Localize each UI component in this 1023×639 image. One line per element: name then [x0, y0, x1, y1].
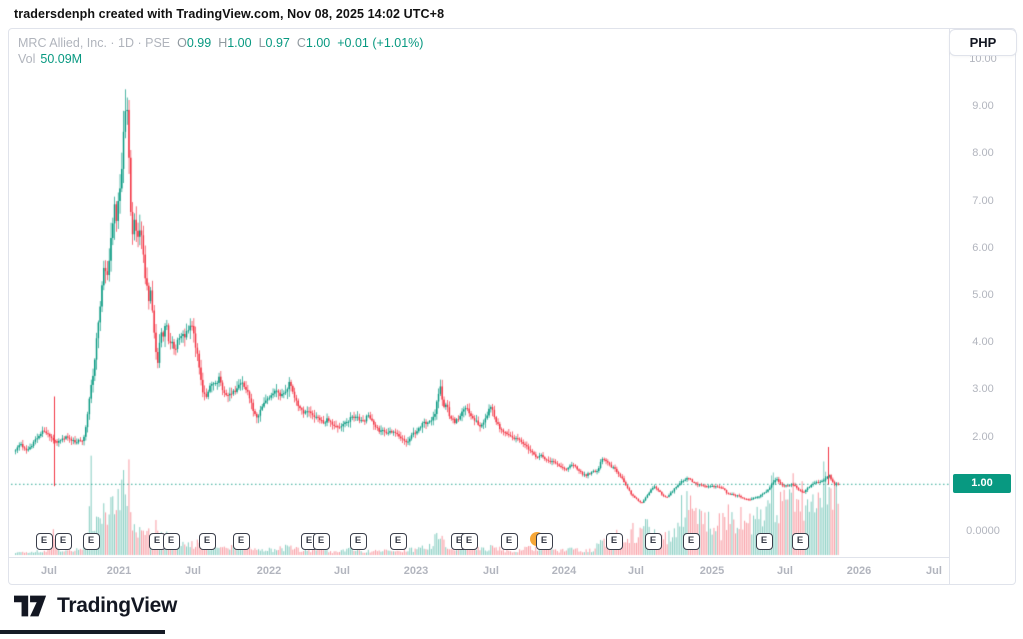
ohlc-open-label: O — [177, 36, 187, 50]
price-tick-label: 8.00 — [972, 147, 994, 160]
earnings-marker[interactable]: E — [460, 532, 478, 550]
earnings-marker[interactable]: E — [198, 532, 216, 550]
ohlc-open-value: 0.99 — [186, 36, 212, 50]
time-tick-label: Jul — [41, 565, 57, 577]
currency-button[interactable]: PHP — [949, 29, 1017, 56]
time-tick-label: 2023 — [403, 565, 429, 577]
price-tick-label: 3.00 — [972, 383, 994, 396]
time-tick-label: Jul — [628, 565, 644, 577]
price-tick-label: 4.00 — [972, 336, 994, 349]
ohlc-high-value: 1.00 — [227, 36, 252, 50]
time-tick-label: Jul — [334, 565, 350, 577]
time-tick-label: 2026 — [846, 565, 872, 577]
time-tick-label: Jul — [777, 565, 793, 577]
earnings-marker[interactable]: E — [644, 532, 662, 550]
price-tick-label: 0.0000 — [966, 525, 1000, 537]
ohlc-low-value: 0.97 — [265, 36, 290, 50]
earnings-marker[interactable]: E — [312, 532, 330, 550]
earnings-marker[interactable]: E — [535, 532, 553, 550]
earnings-marker[interactable]: E — [500, 532, 518, 550]
time-tick-label: 2025 — [699, 565, 725, 577]
earnings-marker[interactable]: E — [54, 532, 72, 550]
price-chart-canvas[interactable] — [9, 29, 949, 557]
last-price-badge: 1.00 — [953, 474, 1011, 493]
tradingview-mark-icon — [14, 595, 47, 617]
earnings-marker[interactable]: E — [349, 532, 367, 550]
time-tick-label: 2022 — [256, 565, 282, 577]
ohlc-close-value: 1.00 — [305, 36, 331, 50]
symbol-title: MRC Allied, Inc. · 1D · PSE — [18, 36, 171, 50]
bottom-divider — [0, 630, 165, 634]
symbol-info-line[interactable]: MRC Allied, Inc. · 1D · PSE O0.99 H1.00 L0.… — [18, 35, 423, 51]
tradingview-logo-text: TradingView — [57, 594, 178, 617]
time-tick-label: 2021 — [106, 565, 132, 577]
earnings-marker[interactable]: E — [82, 532, 100, 550]
price-tick-label: 9.00 — [972, 100, 994, 113]
earnings-marker[interactable]: E — [791, 532, 809, 550]
earnings-marker[interactable]: E — [755, 532, 773, 550]
ohlc-high-label: H — [218, 36, 228, 50]
volume-info-line[interactable]: Vol 50.09M — [18, 51, 82, 67]
earnings-marker[interactable]: E — [605, 532, 623, 550]
price-tick-label: 7.00 — [972, 194, 994, 207]
earnings-marker[interactable]: E — [35, 532, 53, 550]
earnings-marker[interactable]: E — [162, 532, 180, 550]
price-axis[interactable]: 10.00 9.00 8.00 7.00 6.00 5.00 4.00 3.00 2.00 0.0… — [949, 29, 1016, 585]
price-tick-label: 6.00 — [972, 241, 994, 254]
volume-label: Vol — [18, 52, 36, 66]
ohlc-low-label: L — [258, 36, 266, 50]
price-tick-label: 10.00 — [969, 53, 997, 65]
time-tick-label: 2024 — [551, 565, 577, 577]
tradingview-logo[interactable]: TradingView — [14, 594, 177, 618]
time-tick-label: Jul — [185, 565, 201, 577]
volume-value: 50.09M — [40, 52, 83, 66]
time-axis[interactable]: Jul 2021 Jul 2022 Jul 2023 Jul 2024 Jul 2025 Jul 20… — [9, 557, 949, 585]
change-value: +0.01 (+1.01%) — [337, 36, 424, 50]
price-tick-label: 5.00 — [972, 289, 994, 301]
ohlc-close-label: C — [296, 36, 306, 50]
earnings-marker[interactable]: E — [232, 532, 250, 550]
time-tick-label: Jul — [483, 565, 499, 577]
time-tick-label: Jul — [926, 565, 942, 577]
earnings-marker[interactable]: E — [682, 532, 700, 550]
price-tick-label: 2.00 — [972, 430, 994, 443]
attribution-text: tradersdenph created with TradingView.co… — [14, 7, 445, 21]
earnings-marker[interactable]: E — [389, 532, 407, 550]
chart-widget: MRC Allied, Inc. · 1D · PSE O0.99 H1.00 L0.… — [8, 28, 1016, 585]
